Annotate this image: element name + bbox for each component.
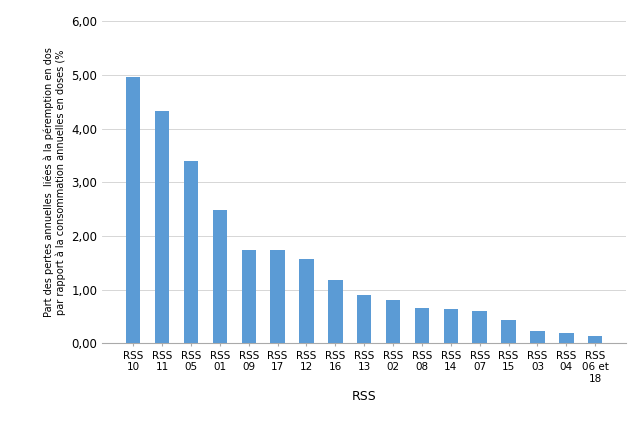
Bar [299,259,314,343]
Y-axis label: Part des pertes annuelles  liées à la péremption en dos
par rapport à la consomm: Part des pertes annuelles liées à la pér… [43,47,66,317]
Bar [213,210,227,343]
Bar [155,111,169,343]
Bar [559,333,574,343]
Bar [328,281,343,343]
Bar [184,161,198,343]
Bar [415,308,429,343]
Bar [443,309,458,343]
Bar [530,332,544,343]
Bar [588,336,603,343]
Bar [126,77,141,343]
X-axis label: RSS: RSS [352,390,376,402]
Bar [270,251,285,343]
Bar [472,311,487,343]
Bar [242,250,256,343]
Bar [386,300,400,343]
Bar [357,295,371,343]
Bar [502,320,516,343]
